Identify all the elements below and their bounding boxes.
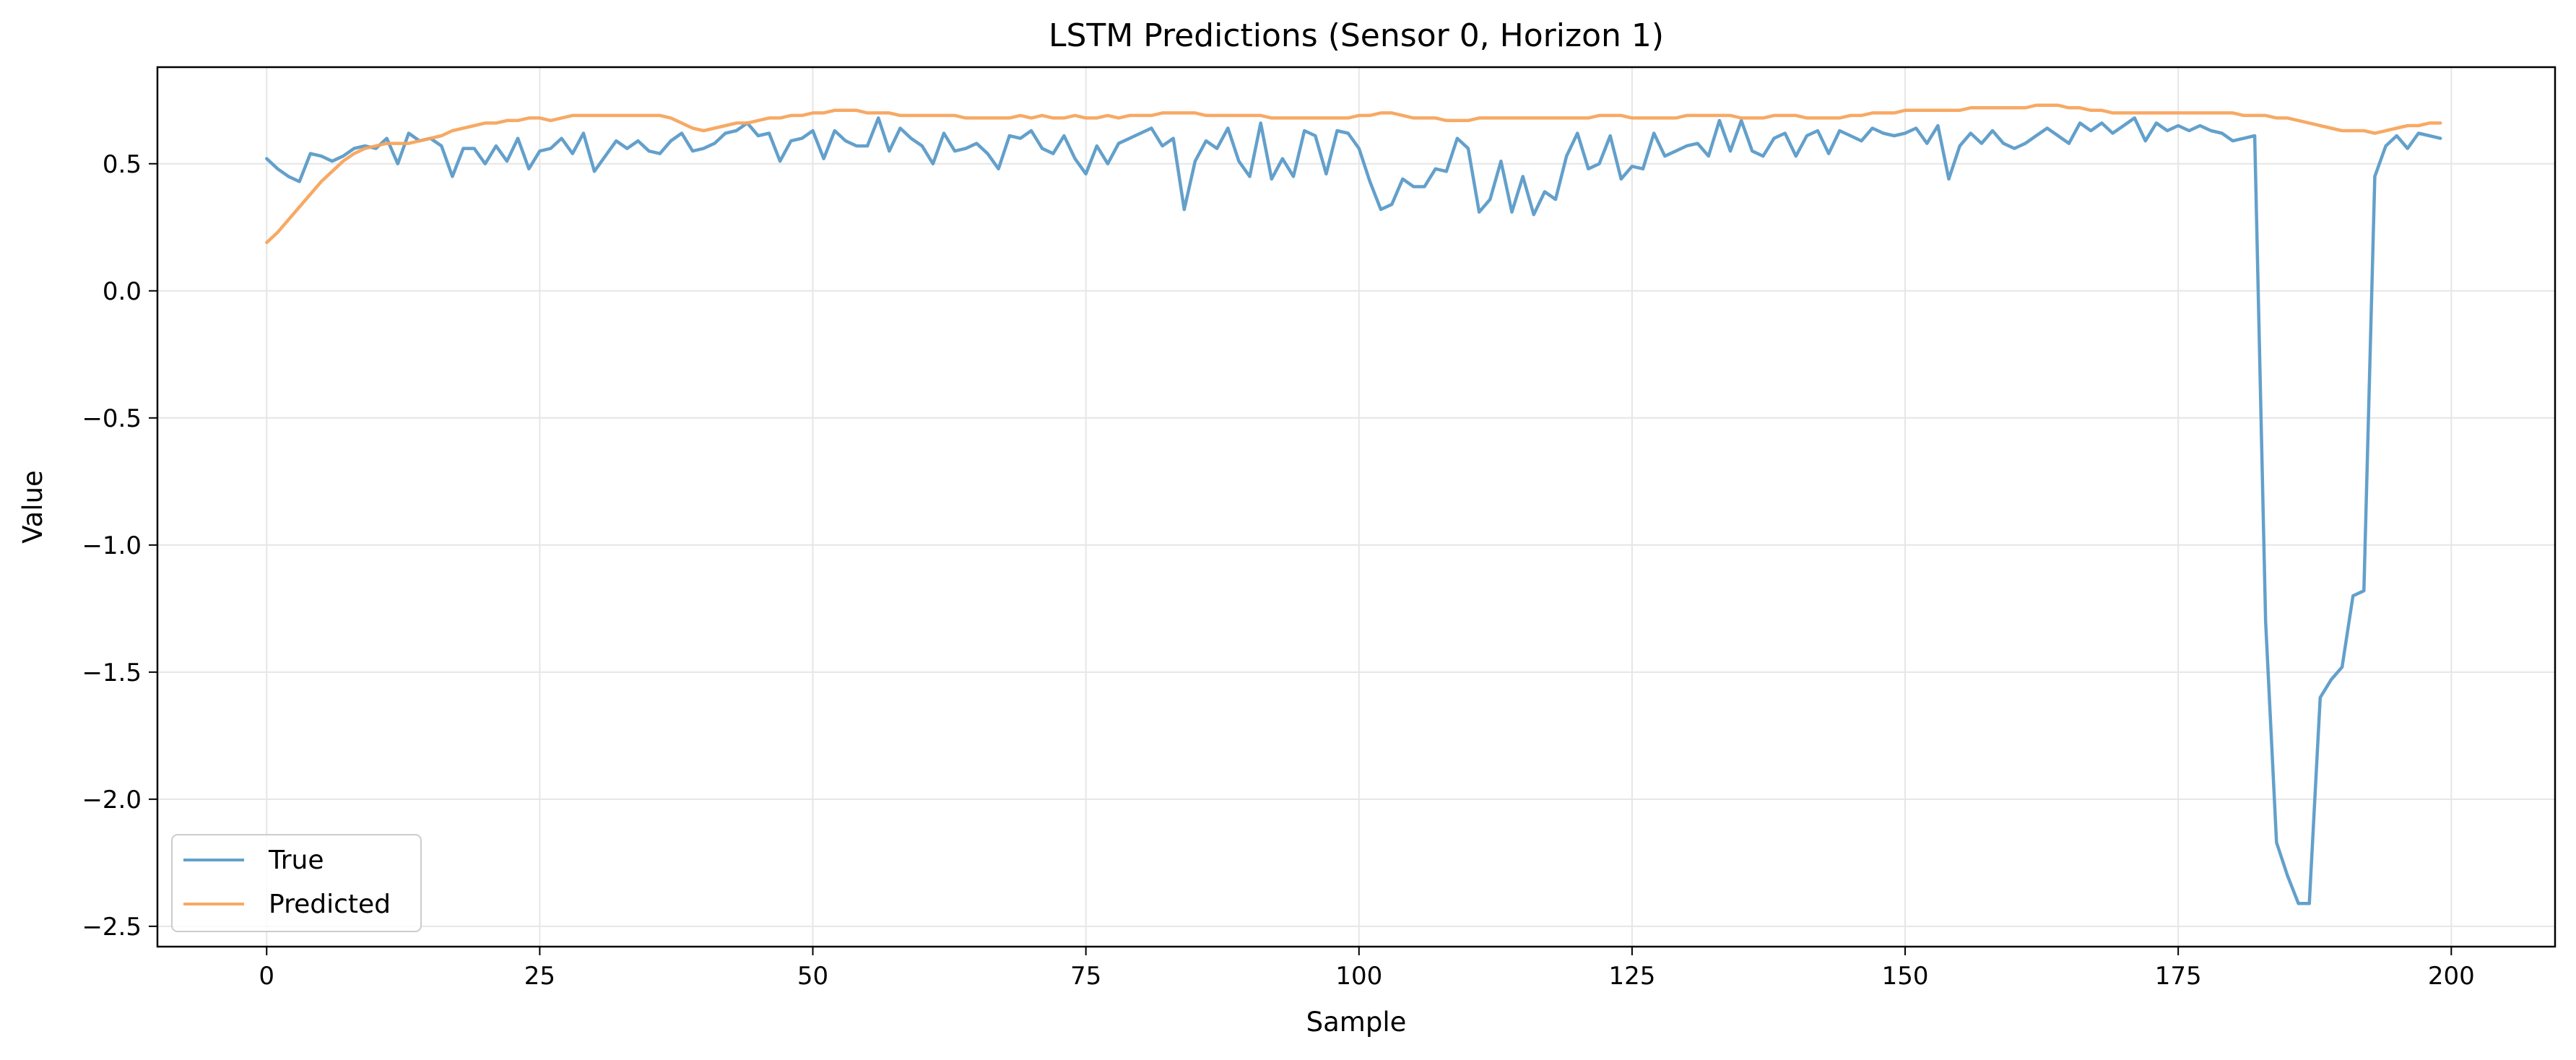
y-axis-label: Value (17, 470, 48, 544)
x-tick-label: 125 (1608, 962, 1655, 991)
x-tick-label: 200 (2428, 962, 2475, 991)
true-series-line (265, 116, 2442, 905)
plot-frame (156, 66, 2557, 948)
grid (157, 67, 2555, 947)
legend-true-label: True (268, 846, 324, 875)
x-tick-label: 75 (1070, 962, 1101, 991)
x-tick-label: 150 (1882, 962, 1929, 991)
x-tick-label: 50 (797, 962, 828, 991)
chart-title: LSTM Predictions (Sensor 0, Horizon 1) (1049, 17, 1664, 54)
x-tick-label: 100 (1335, 962, 1382, 991)
y-tick-label: −1.0 (82, 531, 142, 560)
y-tick-label: 0.0 (103, 277, 142, 306)
y-tick-label: −2.5 (82, 913, 142, 942)
x-axis-ticks: 0 25 50 75 100 125 150 175 200 (259, 947, 2475, 991)
y-tick-label: −1.5 (82, 659, 142, 687)
legend: True Predicted (171, 834, 422, 932)
y-tick-label: −0.5 (82, 404, 142, 433)
x-axis-label: Sample (1306, 1007, 1407, 1038)
x-tick-label: 175 (2155, 962, 2202, 991)
y-axis-ticks: 0.5 0.0 −0.5 −1.0 −1.5 −2.0 −2.5 (82, 150, 157, 942)
y-tick-label: 0.5 (103, 150, 142, 179)
legend-predicted-label: Predicted (269, 890, 391, 919)
y-tick-label: −2.0 (82, 786, 142, 814)
series-layer (265, 103, 2442, 905)
predicted-series-line (265, 103, 2442, 245)
plot-area (157, 67, 2555, 947)
x-tick-label: 0 (259, 962, 274, 991)
x-tick-label: 25 (524, 962, 555, 991)
